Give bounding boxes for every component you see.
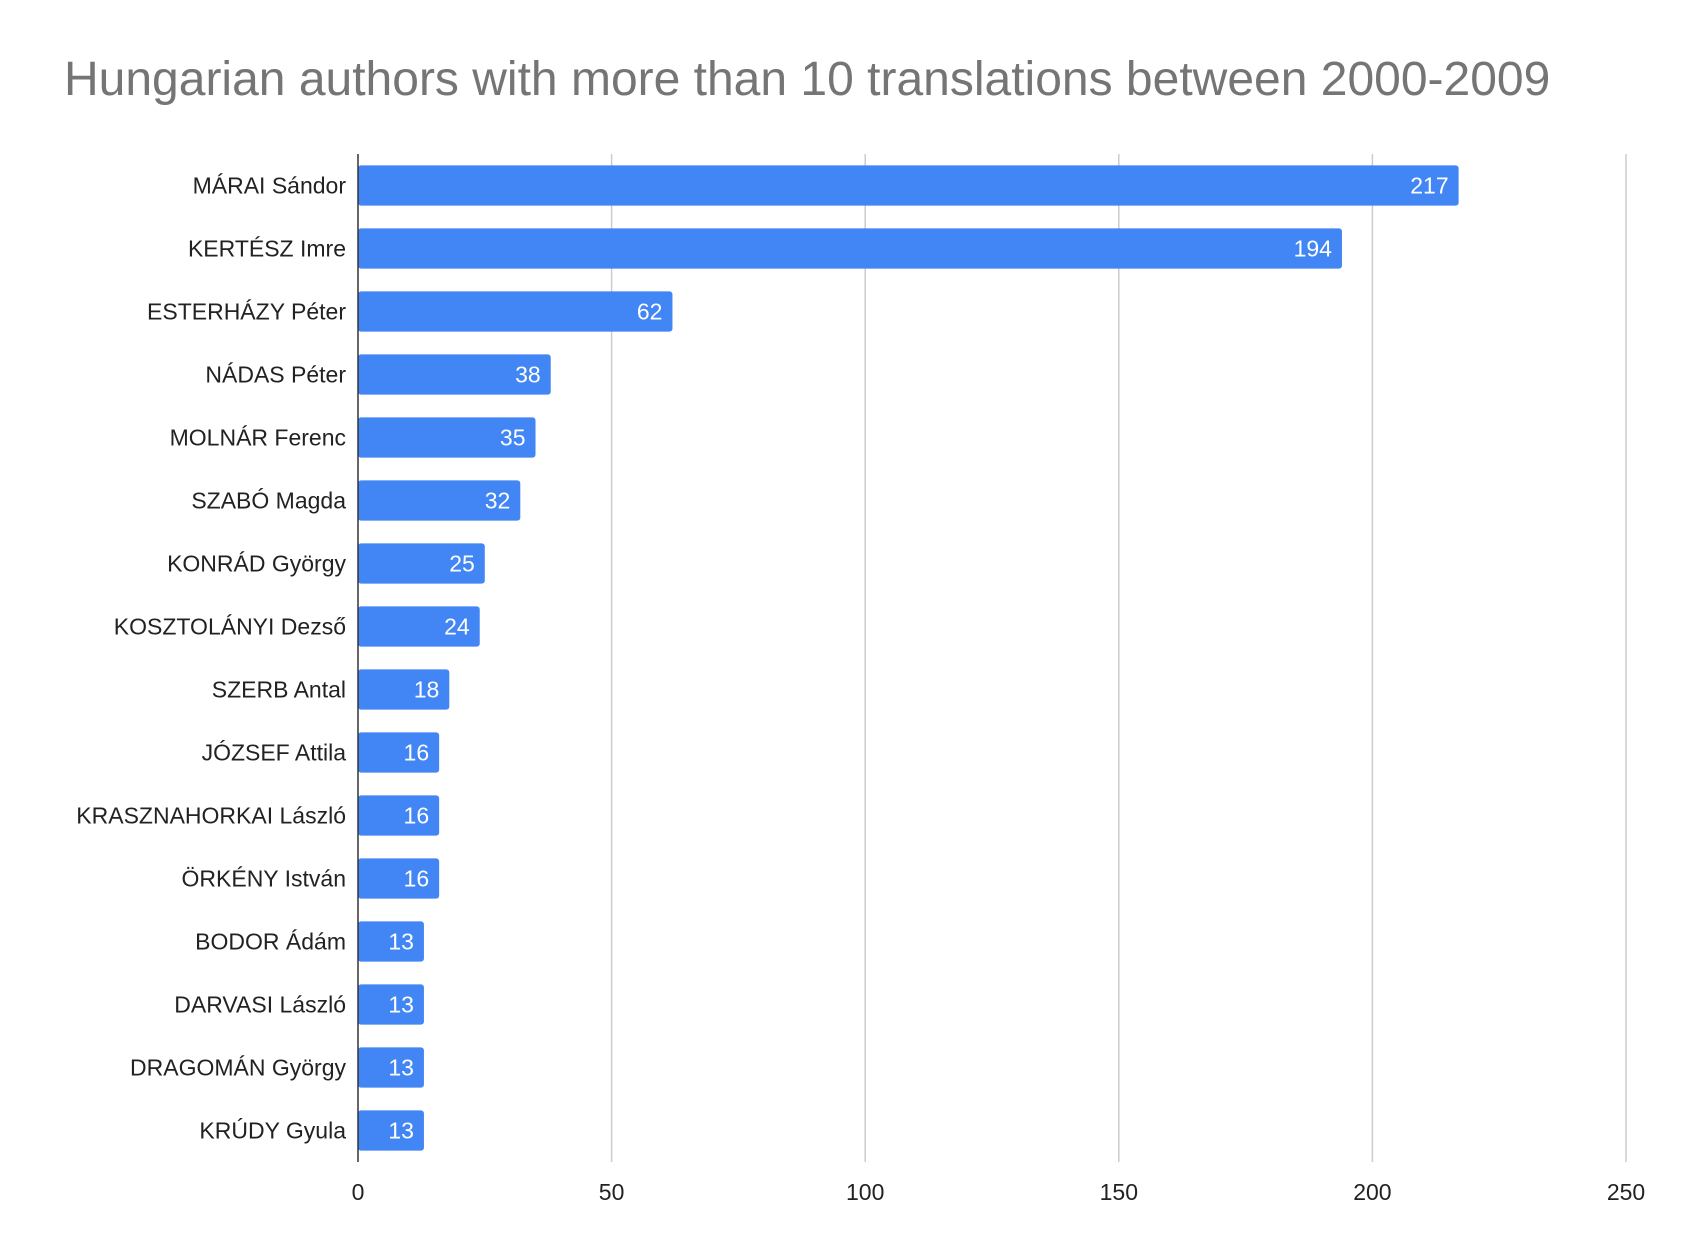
category-label: MÁRAI Sándor — [193, 173, 347, 199]
category-label: KRÚDY Gyula — [199, 1118, 346, 1144]
category-label: NÁDAS Péter — [205, 362, 346, 388]
data-label: 16 — [404, 740, 430, 766]
bar — [358, 354, 551, 395]
category-label: ÖRKÉNY István — [182, 866, 346, 892]
bar — [358, 669, 450, 710]
bar — [358, 1047, 424, 1088]
data-label: 32 — [485, 488, 511, 514]
data-label: 16 — [404, 803, 430, 829]
bar — [358, 606, 480, 647]
category-label: MOLNÁR Ferenc — [170, 425, 346, 451]
data-label: 13 — [388, 929, 414, 955]
bar — [358, 165, 1459, 206]
category-label: KRASZNAHORKAI László — [76, 803, 346, 829]
data-label: 25 — [449, 551, 475, 577]
bar — [358, 858, 440, 899]
bar — [358, 732, 440, 773]
category-label: KERTÉSZ Imre — [188, 236, 346, 262]
bar — [358, 228, 1342, 269]
data-label: 18 — [414, 677, 440, 703]
data-label: 16 — [404, 866, 430, 892]
data-label: 13 — [388, 992, 414, 1018]
chart-title: Hungarian authors with more than 10 tran… — [64, 53, 1551, 106]
data-label: 35 — [500, 425, 526, 451]
category-label: SZERB Antal — [212, 677, 346, 703]
bar — [358, 921, 424, 962]
data-label: 62 — [637, 299, 663, 325]
x-tick-label: 100 — [846, 1179, 884, 1205]
x-tick-label: 0 — [352, 1179, 365, 1205]
x-tick-label: 150 — [1100, 1179, 1138, 1205]
x-tick-label: 50 — [599, 1179, 625, 1205]
x-tick-label: 200 — [1353, 1179, 1391, 1205]
bar — [358, 795, 440, 836]
bar — [358, 417, 536, 458]
data-label: 13 — [388, 1118, 414, 1144]
data-label: 13 — [388, 1055, 414, 1081]
bar — [358, 291, 673, 332]
bar — [358, 984, 424, 1025]
category-label: KOSZTOLÁNYI Dezső — [114, 614, 346, 640]
category-label: DRAGOMÁN György — [130, 1055, 346, 1081]
bar — [358, 1110, 424, 1151]
category-label: ESTERHÁZY Péter — [147, 299, 346, 325]
category-label: SZABÓ Magda — [191, 488, 346, 514]
category-label: JÓZSEF Attila — [202, 740, 347, 766]
bar — [358, 480, 521, 521]
category-label: DARVASI László — [174, 992, 346, 1018]
category-label: KONRÁD György — [167, 551, 346, 577]
data-label: 194 — [1294, 236, 1333, 262]
x-tick-label: 250 — [1607, 1179, 1645, 1205]
data-label: 38 — [515, 362, 541, 388]
data-label: 217 — [1410, 173, 1448, 199]
data-label: 24 — [444, 614, 470, 640]
category-label: BODOR Ádám — [195, 929, 346, 955]
bar — [358, 543, 485, 584]
